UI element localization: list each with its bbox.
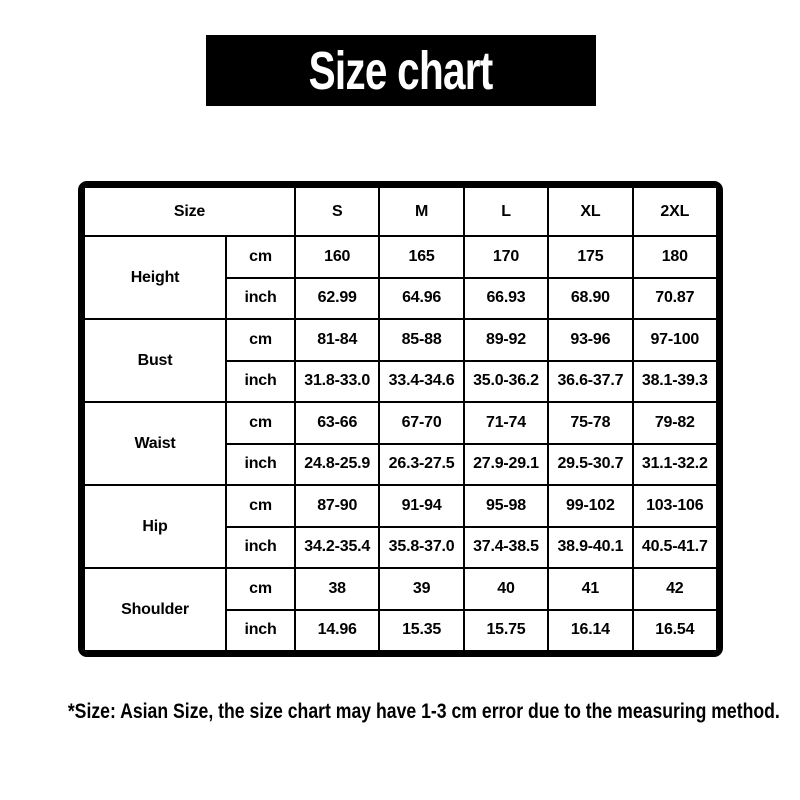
value-cell: 29.5-30.7	[547, 442, 634, 486]
waist-cm-row: Waist cm 63-66 67-70 71-74 75-78 79-82	[83, 401, 718, 486]
unit-cell-inch: inch	[225, 608, 296, 652]
shoulder-inch-row: inch 14.96 15.35 15.75 16.14 16.54	[84, 608, 718, 652]
value-cell: 63-66	[293, 401, 381, 445]
value-cell: 160	[293, 235, 381, 279]
value-cell: 103-106	[631, 484, 718, 528]
value-cell: 27.9-29.1	[462, 442, 550, 486]
value-cell: 35.0-36.2	[462, 359, 550, 403]
value-cell: 36.6-37.7	[547, 359, 634, 403]
unit-cell-inch: inch	[225, 276, 296, 320]
value-cell: 67-70	[378, 401, 465, 445]
value-cell: 97-100	[631, 318, 718, 362]
footnote: *Size: Asian Size, the size chart may ha…	[0, 700, 800, 724]
row-label-height: Height	[83, 235, 227, 320]
value-cell: 62.99	[293, 276, 381, 320]
hip-cm-row: Hip cm 87-90 91-94 95-98 99-102 103-106	[83, 484, 718, 569]
value-cell: 16.54	[631, 608, 718, 652]
unit-cell-cm: cm	[225, 318, 296, 362]
footnote-text: *Size: Asian Size, the size chart may ha…	[67, 700, 780, 723]
value-cell: 85-88	[378, 318, 465, 362]
header-cell-2xl: 2XL	[631, 186, 718, 237]
value-cell: 66.93	[462, 276, 550, 320]
value-cell: 42	[631, 567, 718, 611]
value-cell: 81-84	[293, 318, 381, 362]
value-cell: 89-92	[462, 318, 550, 362]
bust-inch-row: inch 31.8-33.0 33.4-34.6 35.0-36.2 36.6-…	[84, 359, 718, 403]
value-cell: 87-90	[293, 484, 381, 528]
height-inch-row: inch 62.99 64.96 66.93 68.90 70.87	[84, 276, 718, 320]
value-cell: 95-98	[462, 484, 550, 528]
unit-cell-cm: cm	[225, 484, 296, 528]
value-cell: 15.35	[378, 608, 465, 652]
shoulder-cm-row: Shoulder cm 38 39 40 41 42	[83, 567, 718, 652]
unit-cell-cm: cm	[225, 567, 296, 611]
value-cell: 175	[547, 235, 634, 279]
value-cell: 170	[462, 235, 550, 279]
header-cell-s: S	[293, 186, 381, 237]
unit-cell-cm: cm	[225, 401, 296, 445]
value-cell: 35.8-37.0	[378, 525, 465, 569]
value-cell: 40.5-41.7	[631, 525, 718, 569]
unit-cell-cm: cm	[225, 235, 296, 279]
size-table-frame: Size S M L XL 2XL Height cm 160 165 170 …	[78, 181, 723, 657]
row-label-hip: Hip	[83, 484, 227, 569]
value-cell: 38.1-39.3	[631, 359, 718, 403]
value-cell: 33.4-34.6	[378, 359, 465, 403]
value-cell: 31.1-32.2	[631, 442, 718, 486]
row-label-bust: Bust	[83, 318, 227, 403]
value-cell: 26.3-27.5	[378, 442, 465, 486]
value-cell: 38	[293, 567, 381, 611]
value-cell: 37.4-38.5	[462, 525, 550, 569]
value-cell: 99-102	[547, 484, 634, 528]
header-size-cell: Size	[83, 186, 296, 237]
value-cell: 39	[378, 567, 465, 611]
header-cell-m: M	[378, 186, 465, 237]
value-cell: 38.9-40.1	[547, 525, 634, 569]
value-cell: 68.90	[547, 276, 634, 320]
header-cell-l: L	[462, 186, 550, 237]
value-cell: 16.14	[547, 608, 634, 652]
unit-cell-inch: inch	[225, 442, 296, 486]
value-cell: 34.2-35.4	[293, 525, 381, 569]
value-cell: 79-82	[631, 401, 718, 445]
page-title: Size chart	[309, 40, 494, 101]
value-cell: 91-94	[378, 484, 465, 528]
header-cell-xl: XL	[547, 186, 634, 237]
value-cell: 75-78	[547, 401, 634, 445]
value-cell: 14.96	[293, 608, 381, 652]
value-cell: 40	[462, 567, 550, 611]
value-cell: 165	[378, 235, 465, 279]
value-cell: 24.8-25.9	[293, 442, 381, 486]
unit-cell-inch: inch	[225, 525, 296, 569]
value-cell: 41	[547, 567, 634, 611]
value-cell: 93-96	[547, 318, 634, 362]
hip-inch-row: inch 34.2-35.4 35.8-37.0 37.4-38.5 38.9-…	[84, 525, 718, 569]
value-cell: 71-74	[462, 401, 550, 445]
value-cell: 15.75	[462, 608, 550, 652]
unit-cell-inch: inch	[225, 359, 296, 403]
value-cell: 64.96	[378, 276, 465, 320]
row-label-waist: Waist	[83, 401, 227, 486]
height-cm-row: Height cm 160 165 170 175 180	[83, 235, 718, 320]
title-banner: Size chart	[206, 35, 596, 106]
waist-inch-row: inch 24.8-25.9 26.3-27.5 27.9-29.1 29.5-…	[84, 442, 718, 486]
value-cell: 180	[631, 235, 718, 279]
value-cell: 70.87	[631, 276, 718, 320]
row-label-shoulder: Shoulder	[83, 567, 227, 652]
table-header-row: Size S M L XL 2XL	[83, 186, 718, 237]
value-cell: 31.8-33.0	[293, 359, 381, 403]
bust-cm-row: Bust cm 81-84 85-88 89-92 93-96 97-100	[83, 318, 718, 403]
size-table: Size S M L XL 2XL Height cm 160 165 170 …	[83, 186, 718, 652]
